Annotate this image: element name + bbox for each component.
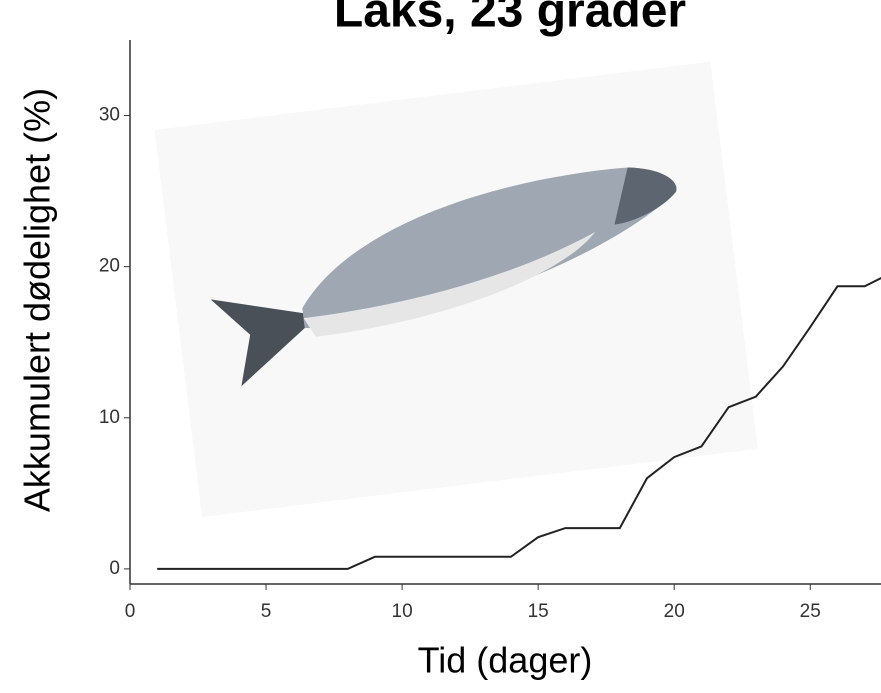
- y-tick-label: 0: [109, 558, 120, 579]
- data-line: [157, 277, 881, 570]
- x-tick-label: 20: [664, 601, 685, 622]
- chart-title: Laks, 23 grader: [334, 0, 686, 38]
- x-axis-label: Tid (dager): [418, 640, 593, 681]
- salmon-photo: [154, 61, 758, 517]
- x-tick-label: 0: [125, 601, 136, 622]
- y-tick-label: 20: [99, 256, 120, 277]
- y-tick-label: 30: [99, 105, 120, 126]
- x-tick-label: 25: [800, 601, 821, 622]
- y-axis-label: Akkumulert dødelighet (%): [17, 88, 58, 512]
- x-tick-label: 10: [392, 601, 413, 622]
- x-tick-label: 5: [261, 601, 272, 622]
- x-tick-label: 15: [528, 601, 549, 622]
- y-tick-label: 10: [99, 407, 120, 428]
